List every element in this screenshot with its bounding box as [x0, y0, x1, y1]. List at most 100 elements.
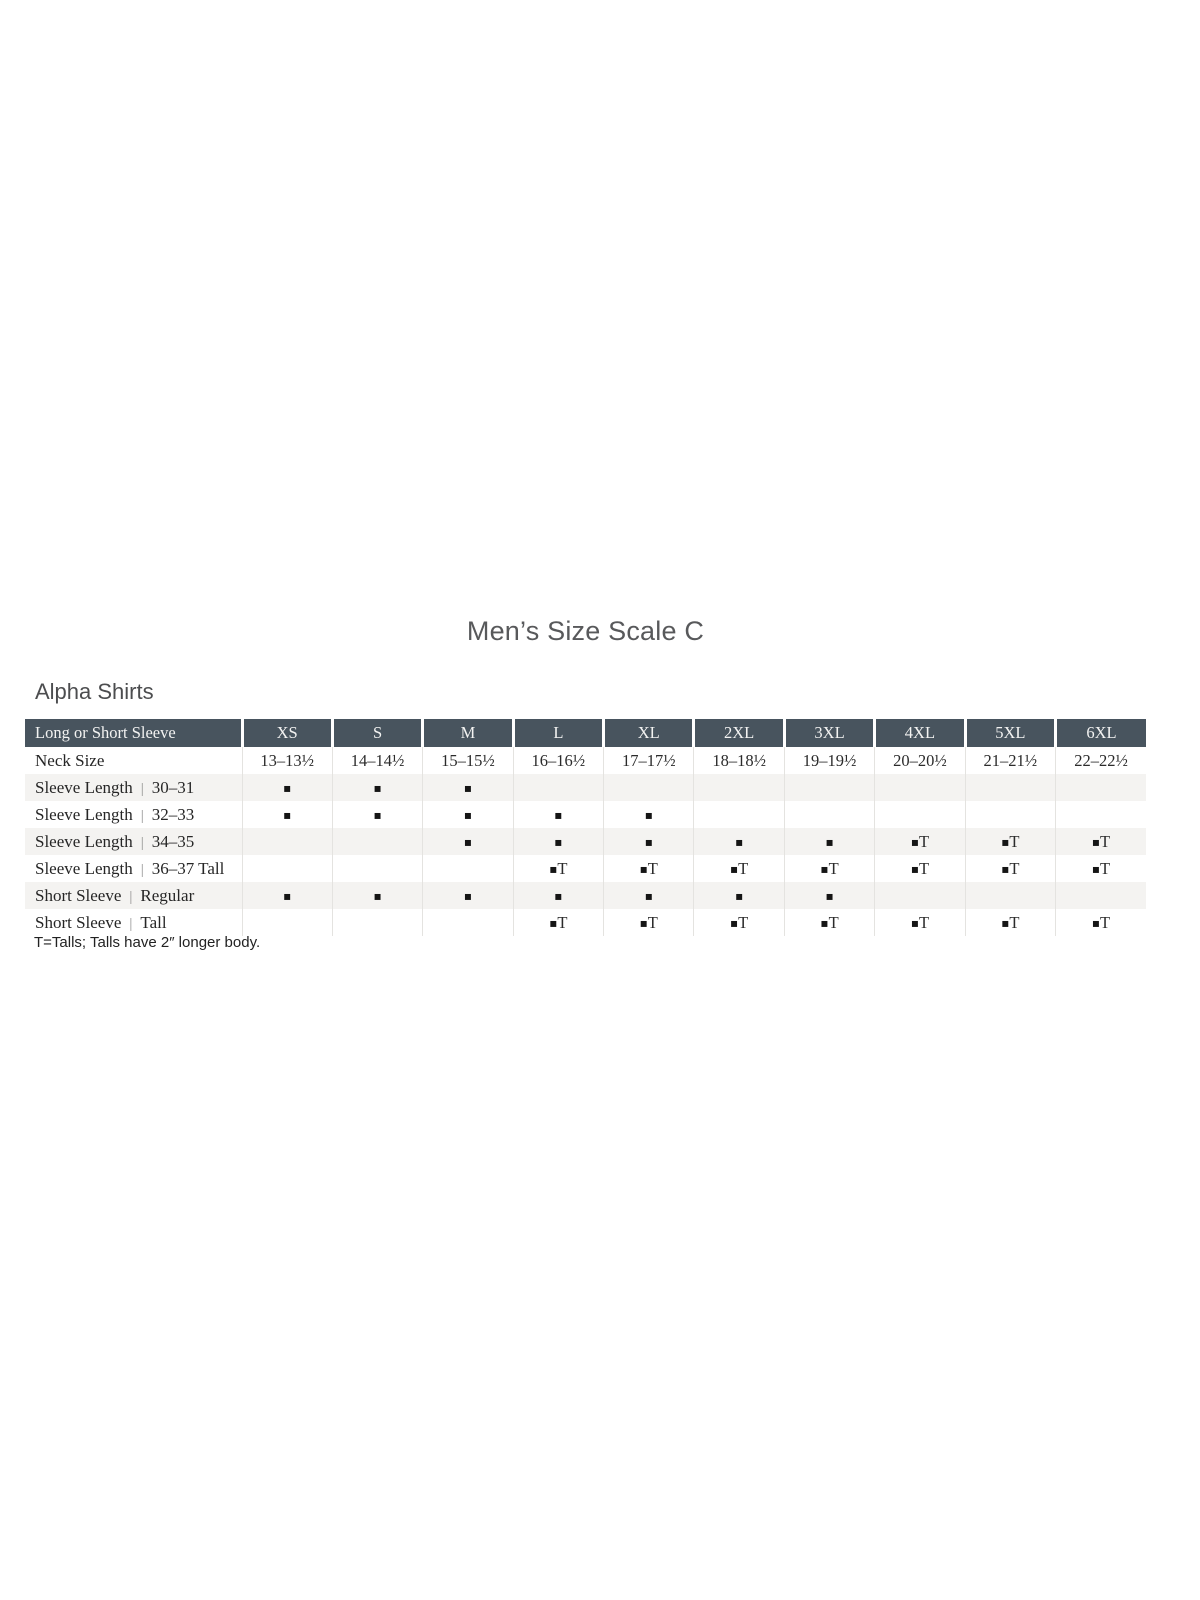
neck-size-cell: 13–13½ — [241, 747, 333, 774]
availability-cell: ▪ — [331, 774, 423, 801]
availability-cell — [783, 801, 875, 828]
label-separator: | — [140, 807, 144, 824]
tall-mark: ▪T — [911, 832, 929, 851]
dot-mark: ▪ — [825, 888, 834, 903]
availability-cell: ▪ — [241, 882, 333, 909]
dot-mark: ▪ — [283, 888, 292, 903]
column-header-l: L — [511, 719, 604, 747]
row-label-detail: Tall — [140, 912, 167, 932]
dot-mark: ▪ — [1001, 861, 1010, 876]
dot-mark: ▪ — [1001, 834, 1010, 849]
availability-cell: ▪T — [783, 855, 875, 882]
dot-mark: ▪ — [644, 807, 653, 822]
dot-mark: ▪ — [373, 888, 382, 903]
label-separator: | — [140, 780, 144, 797]
neck-size-cell: 22–22½ — [1055, 747, 1146, 774]
row-label: Short Sleeve | Regular — [25, 882, 242, 909]
table-row: Sleeve Length | 32–33 ▪ ▪ ▪ ▪ ▪ — [25, 801, 1146, 828]
availability-cell — [1055, 801, 1146, 828]
row-label-name: Sleeve Length — [35, 777, 133, 797]
column-header-2xl: 2XL — [692, 719, 785, 747]
availability-cell: ▪T — [603, 909, 694, 936]
availability-cell: ▪ — [241, 774, 333, 801]
tall-mark: ▪T — [640, 913, 658, 932]
availability-cell: ▪ — [512, 801, 604, 828]
availability-cell: ▪T — [512, 909, 604, 936]
availability-cell — [331, 855, 423, 882]
availability-cell: ▪ — [603, 828, 694, 855]
dot-mark: ▪ — [373, 807, 382, 822]
availability-cell: ▪ — [783, 882, 875, 909]
page-title: Men’s Size Scale C — [466, 616, 705, 646]
column-header-6xl: 6XL — [1054, 719, 1146, 747]
dot-mark: ▪ — [910, 834, 919, 849]
tall-letter: T — [647, 912, 658, 932]
dot-mark: ▪ — [639, 861, 648, 876]
tall-mark: ▪T — [730, 913, 748, 932]
tall-mark: ▪T — [820, 859, 838, 878]
tall-letter: T — [1100, 912, 1111, 932]
label-separator: | — [140, 834, 144, 851]
availability-cell: ▪T — [693, 909, 785, 936]
dot-mark: ▪ — [463, 780, 473, 795]
tall-letter: T — [738, 858, 749, 878]
table-header-row: Long or Short Sleeve XS S M L XL 2XL 3XL 4XL 5XL 6… — [25, 719, 1146, 747]
neck-size-cell: 17–17½ — [603, 747, 694, 774]
dot-mark: ▪ — [644, 888, 653, 903]
column-header-s: S — [330, 719, 423, 747]
availability-cell: ▪ — [422, 801, 514, 828]
tall-letter: T — [557, 912, 568, 932]
column-header-3xl: 3XL — [782, 719, 875, 747]
availability-cell — [964, 882, 1056, 909]
availability-cell: ▪T — [874, 828, 966, 855]
tall-mark: ▪T — [1001, 859, 1019, 878]
dot-mark: ▪ — [463, 834, 473, 849]
dot-mark: ▪ — [730, 915, 739, 930]
availability-cell — [874, 774, 966, 801]
tall-mark: ▪T — [1001, 913, 1019, 932]
row-label: Sleeve Length | 30–31 — [25, 774, 242, 801]
dot-mark: ▪ — [910, 915, 919, 930]
dot-mark: ▪ — [1091, 861, 1101, 876]
dot-mark: ▪ — [554, 888, 563, 903]
column-header-xl: XL — [602, 719, 694, 747]
size-chart-table: Long or Short Sleeve XS S M L XL 2XL 3XL 4XL 5XL 6… — [25, 719, 1146, 936]
table-row: Sleeve Length | 36–37 Tall ▪T ▪T ▪T ▪T ▪T ▪T ▪T — [25, 855, 1146, 882]
tall-mark: ▪T — [820, 913, 838, 932]
row-label: Short Sleeve | Tall — [25, 909, 242, 936]
availability-cell — [693, 801, 785, 828]
row-label-detail: 32–33 — [151, 804, 195, 824]
dot-mark: ▪ — [1091, 834, 1101, 849]
table-row: Sleeve Length | 30–31 ▪ ▪ ▪ — [25, 774, 1146, 801]
dot-mark: ▪ — [735, 834, 744, 849]
tall-letter: T — [918, 858, 930, 878]
tall-letter: T — [828, 858, 839, 878]
dot-mark: ▪ — [825, 834, 834, 849]
neck-size-cell: 14–14½ — [331, 747, 423, 774]
availability-cell — [783, 774, 875, 801]
tall-mark: ▪T — [640, 859, 658, 878]
availability-cell — [241, 828, 333, 855]
label-separator: | — [129, 888, 133, 905]
column-header-xs: XS — [240, 719, 333, 747]
dot-mark: ▪ — [1001, 915, 1010, 930]
dot-mark: ▪ — [463, 888, 473, 903]
tall-letter: T — [918, 912, 930, 932]
availability-cell: ▪T — [1055, 855, 1146, 882]
dot-mark: ▪ — [820, 915, 829, 930]
tall-letter: T — [557, 858, 568, 878]
tall-letter: T — [647, 858, 658, 878]
tall-letter: T — [1009, 858, 1020, 878]
row-label-detail: 36–37 Tall — [151, 858, 225, 878]
table-body: Neck Size 13–13½ 14–14½ 15–15½ 16–16½ 17–17½ 1… — [25, 747, 1146, 936]
availability-cell: ▪ — [783, 828, 875, 855]
dot-mark: ▪ — [463, 807, 473, 822]
availability-cell — [331, 909, 423, 936]
neck-size-cell: 21–21½ — [964, 747, 1056, 774]
row-label-name: Short Sleeve — [35, 912, 122, 932]
neck-size-cell: 19–19½ — [783, 747, 875, 774]
availability-cell: ▪ — [422, 882, 514, 909]
row-label-name: Neck Size — [35, 750, 105, 770]
availability-cell: ▪T — [693, 855, 785, 882]
availability-cell — [874, 801, 966, 828]
